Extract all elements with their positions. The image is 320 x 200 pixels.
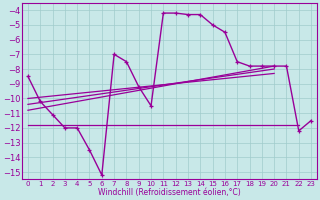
X-axis label: Windchill (Refroidissement éolien,°C): Windchill (Refroidissement éolien,°C)	[98, 188, 241, 197]
